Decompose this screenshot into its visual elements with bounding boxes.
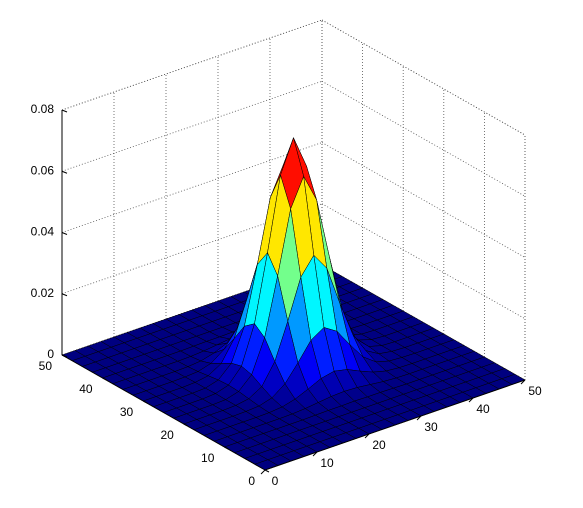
y-tick-label: 50 [39,359,53,373]
x-tick-label: 40 [476,402,490,416]
grid-line [61,19,323,111]
grid-line [61,142,323,233]
y-tick-label: 40 [79,382,93,396]
z-tick-label: 0.04 [31,225,55,239]
x-tick [520,379,526,385]
x-tick [468,397,474,403]
z-tick [61,109,68,113]
x-tick [416,415,422,421]
box-edge [61,19,323,111]
y-tick-label: 0 [248,474,255,488]
z-tick-label: 0.08 [31,102,55,116]
grid-line [321,19,526,136]
x-tick-label: 10 [320,456,334,470]
x-tick-label: 20 [372,438,386,452]
x-tick [364,433,370,439]
z-tick [61,354,68,358]
x-tick-label: 30 [424,420,438,434]
grid-line [61,203,323,295]
y-tick [142,400,148,404]
z-tick-label: 0 [47,347,54,361]
z-tick [61,293,68,297]
grid-line [321,80,526,197]
y-tick [183,423,189,427]
x-tick [260,469,266,475]
y-tick-label: 30 [120,405,134,419]
z-tick [61,170,68,174]
y-tick-label: 10 [201,451,215,465]
z-tick [61,232,68,235]
z-tick-label: 0.06 [31,163,55,177]
z-tick-label: 0.02 [31,286,55,300]
y-tick-label: 20 [160,428,174,442]
x-axis [264,379,526,471]
grid-line [321,142,526,258]
x-tick [312,451,318,457]
y-axis [61,354,266,471]
y-tick [102,377,107,381]
x-tick-label: 0 [272,474,279,488]
y-tick [224,446,229,450]
x-tick-label: 50 [528,384,542,398]
grid-line [61,80,323,172]
y-tick [264,469,270,473]
